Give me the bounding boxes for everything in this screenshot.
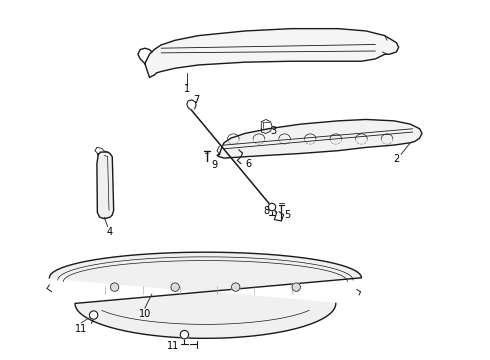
Circle shape [292,283,300,291]
Text: 7: 7 [193,95,199,105]
Text: 8: 8 [263,206,269,216]
Polygon shape [49,252,362,338]
Text: 11: 11 [167,341,179,351]
Circle shape [90,311,98,319]
Text: 2: 2 [393,154,399,164]
Text: 10: 10 [139,309,151,319]
Polygon shape [97,152,114,219]
Circle shape [110,283,119,291]
Text: 1: 1 [184,84,190,94]
Text: 4: 4 [107,227,113,237]
Circle shape [180,330,189,339]
Polygon shape [217,120,422,158]
Text: 11: 11 [75,324,87,334]
Text: 6: 6 [245,159,251,169]
Text: 5: 5 [284,210,290,220]
Polygon shape [145,29,399,77]
Text: 3: 3 [270,126,276,136]
Circle shape [269,203,276,211]
Circle shape [231,283,240,291]
Circle shape [171,283,179,291]
Text: 9: 9 [212,159,218,170]
